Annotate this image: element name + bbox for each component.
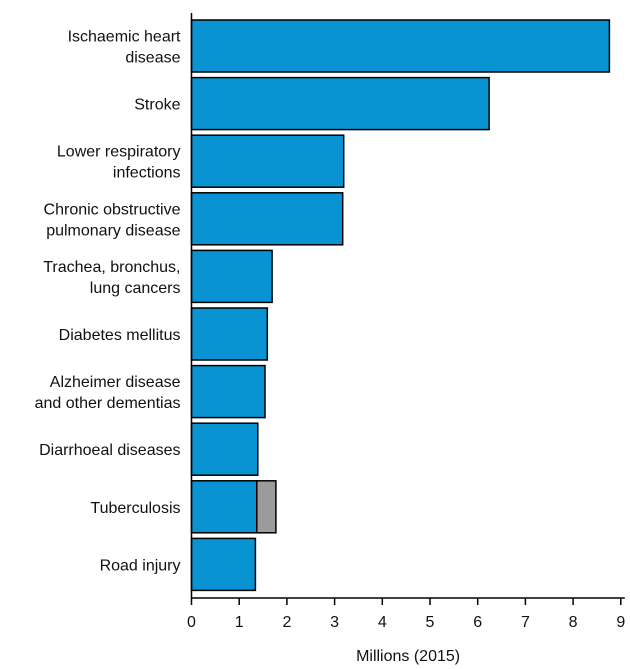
bar-7-series-0 bbox=[190, 422, 259, 476]
category-label-line: Ischaemic heart bbox=[68, 29, 181, 46]
category-label-line: Tuberculosis bbox=[90, 500, 180, 517]
x-tick-label-6: 6 bbox=[473, 614, 482, 631]
category-label-line: infections bbox=[113, 165, 181, 182]
x-tick-label-9: 9 bbox=[616, 614, 625, 631]
category-labels: Ischaemic heart disease Stroke Lower respir… bbox=[35, 29, 181, 575]
bar-8-series-0 bbox=[190, 480, 258, 534]
x-tick-label-2: 2 bbox=[282, 614, 291, 631]
x-tick-label-5: 5 bbox=[426, 614, 435, 631]
x-tick-label-0: 0 bbox=[187, 614, 196, 631]
category-label-7: Diarrhoeal diseases bbox=[39, 442, 180, 459]
bar-2-series-0 bbox=[190, 134, 345, 188]
bar-5-series-0 bbox=[190, 307, 269, 361]
category-label-8: Tuberculosis bbox=[90, 500, 180, 517]
bar-8-series-1 bbox=[256, 480, 277, 534]
category-label-line: Alzheimer disease bbox=[50, 374, 181, 391]
x-tick-label-1: 1 bbox=[235, 614, 244, 631]
x-tick-label-7: 7 bbox=[521, 614, 530, 631]
category-label-2: Lower respiratory infections bbox=[57, 144, 181, 182]
category-label-line: Lower respiratory bbox=[57, 144, 181, 161]
bar-9-series-0 bbox=[190, 537, 257, 592]
axes-group: 0 1 2 3 4 5 6 7 8 9 bbox=[187, 13, 625, 631]
category-label-line: Road injury bbox=[100, 557, 181, 574]
x-axis-title: Millions (2015) bbox=[356, 648, 460, 665]
category-label-5: Diabetes mellitus bbox=[59, 327, 181, 344]
category-label-line: lung cancers bbox=[90, 280, 181, 297]
category-label-line: and other dementias bbox=[35, 395, 181, 412]
bar-4-series-0 bbox=[190, 249, 273, 304]
bars-group bbox=[190, 19, 611, 592]
category-label-line: Diarrhoeal diseases bbox=[39, 442, 180, 459]
x-tick-label-3: 3 bbox=[330, 614, 339, 631]
x-tick-label-8: 8 bbox=[569, 614, 578, 631]
bar-1-series-0 bbox=[190, 76, 490, 131]
category-label-line: Trachea, bronchus, bbox=[43, 259, 180, 276]
x-tick-label-4: 4 bbox=[378, 614, 387, 631]
bar-3-series-0 bbox=[190, 192, 344, 246]
bar-6-series-0 bbox=[190, 364, 266, 419]
category-label-line: Diabetes mellitus bbox=[59, 327, 181, 344]
category-label-line: pulmonary disease bbox=[46, 222, 180, 239]
category-label-9: Road injury bbox=[100, 557, 181, 574]
category-label-line: Chronic obstructive bbox=[44, 201, 181, 218]
category-label-4: Trachea, bronchus, lung cancers bbox=[43, 259, 180, 297]
bar-0-series-0 bbox=[190, 19, 611, 73]
category-label-0: Ischaemic heart disease bbox=[68, 29, 181, 67]
category-label-6: Alzheimer disease and other dementias bbox=[35, 374, 181, 412]
category-label-line: Stroke bbox=[134, 97, 180, 114]
category-label-3: Chronic obstructive pulmonary disease bbox=[44, 201, 181, 239]
category-label-line: disease bbox=[125, 50, 180, 67]
category-label-1: Stroke bbox=[134, 97, 180, 114]
